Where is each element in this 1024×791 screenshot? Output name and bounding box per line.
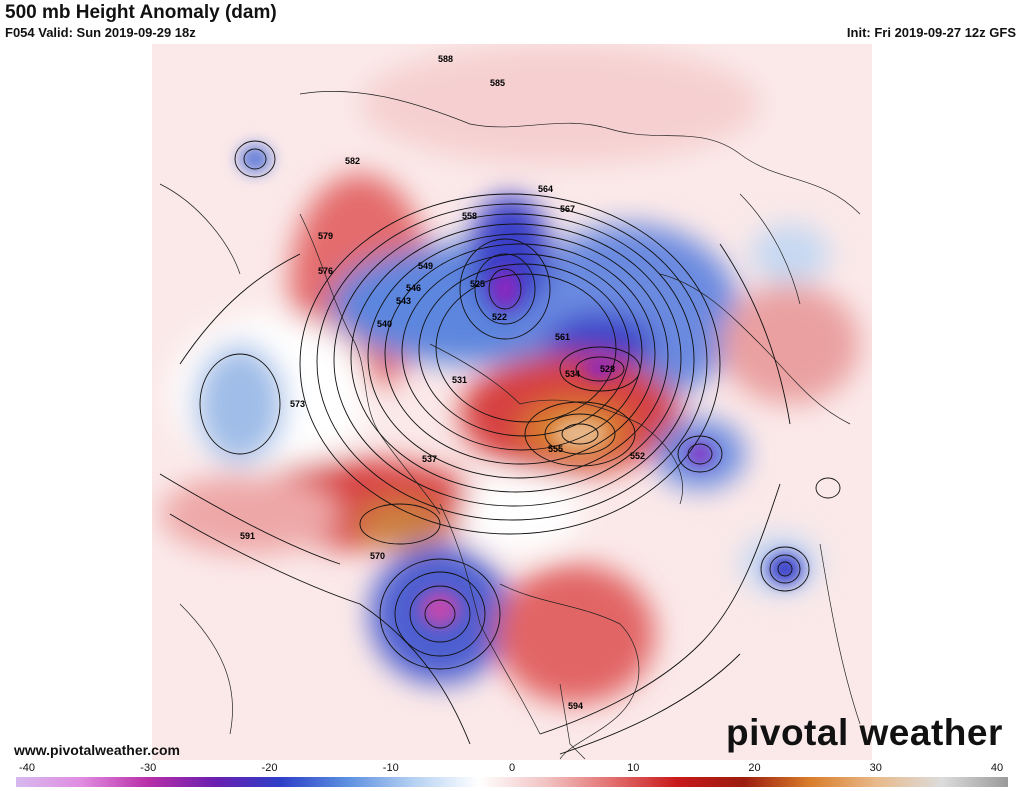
contour-label: 534 [565,369,580,379]
contour-label: 576 [318,266,333,276]
colorbar-tick-label: -20 [261,762,278,774]
colorbar-tick-label: 40 [990,762,1004,774]
anomaly-map: 588 585 582 579 576 573 570 567 564 561 558 555 552 5… [152,44,872,760]
anomaly-field [152,44,872,760]
init-time: Init: Fri 2019-09-27 12z GFS [846,25,1016,40]
valid-time: F054 Valid: Sun 2019-09-29 18z [5,25,196,40]
site-url: www.pivotalweather.com [14,742,180,758]
contour-label: 531 [452,375,467,385]
contour-label: 537 [422,454,437,464]
colorbar-tick-label: -40 [19,762,35,774]
contour-label: 591 [240,531,255,541]
contour-label: 588 [438,54,453,64]
contour-label: 546 [406,283,421,293]
header: 500 mb Height Anomaly (dam) F054 Valid: … [0,0,1024,44]
contour-label: 585 [490,78,505,88]
coastlines [159,91,861,760]
contour-label: 582 [345,156,360,166]
contour-label: 540 [377,319,392,329]
height-contours [159,140,841,755]
contour-label: 573 [290,399,305,409]
colorbar [16,777,1008,787]
contour-label: 549 [418,261,433,271]
colorbar-tick-label: -10 [382,762,399,774]
colorbar-tick-label: -30 [140,762,157,774]
colorbar-tick-label: 20 [748,762,761,774]
colorbar-tick-label: 10 [627,762,640,774]
contour-label: 522 [492,312,507,322]
contour-label: 558 [462,211,477,221]
colorbar-tick-label: 0 [508,762,516,774]
colorbar-tick-label: 30 [869,762,882,774]
colorbar-tick-labels: -40 -30 -20 -10 0 10 20 30 40 [0,762,1024,776]
contour-label: 552 [630,451,645,461]
contour-label: 525 [470,279,485,289]
map-panel: 588 585 582 579 576 573 570 567 564 561 558 555 552 5… [0,44,1024,760]
contour-label: 594 [568,701,583,711]
contour-label: 564 [538,184,553,194]
contour-label: 555 [548,444,563,454]
contour-label: 561 [555,332,570,342]
contour-label: 543 [396,296,411,306]
contour-labels: 588 585 582 579 576 573 570 567 564 561 558 555 552 5… [240,54,645,711]
contour-label: 579 [318,231,333,241]
contour-label: 528 [600,364,615,374]
map-title: 500 mb Height Anomaly (dam) [5,2,277,23]
contour-label: 570 [370,551,385,561]
brand-logo: pivotal weather [726,712,1003,753]
contour-label: 567 [560,204,575,214]
